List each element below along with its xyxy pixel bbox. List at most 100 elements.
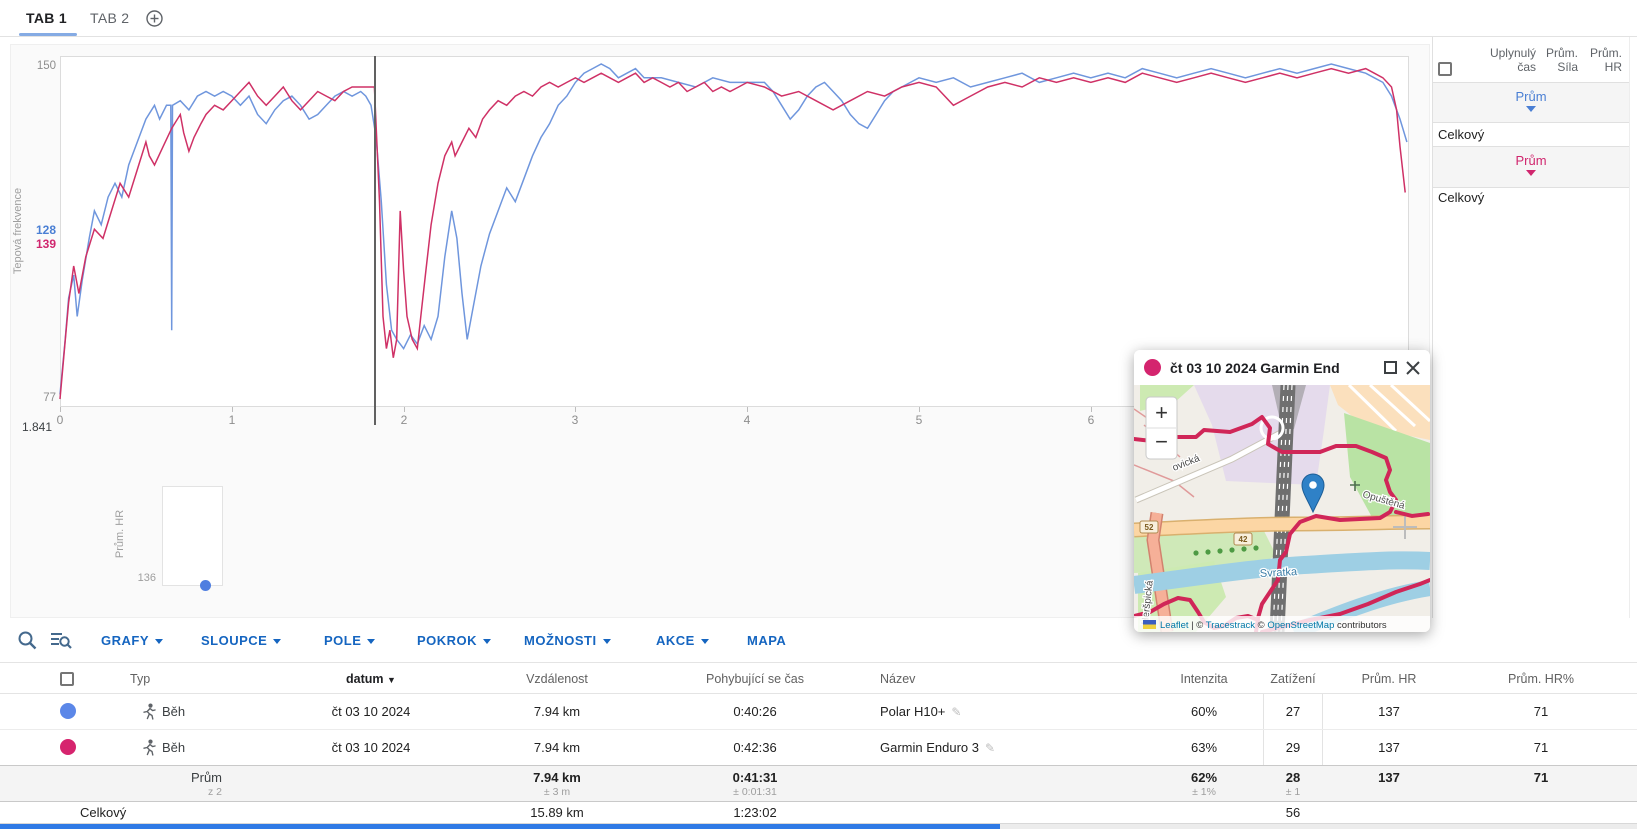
sidebar-row-avg-blue[interactable]: Prům	[1433, 83, 1629, 122]
x-tick-1: 1	[228, 413, 236, 427]
map-popup[interactable]: čt 03 10 2024 Garmin End	[1134, 350, 1430, 632]
road-shield-42: 42	[1233, 532, 1253, 546]
activity-color-dot	[1144, 359, 1161, 376]
cell-datum: čt 03 10 2024	[331, 740, 411, 755]
map-park-area	[1344, 413, 1430, 527]
total-label: Celkový	[80, 805, 127, 820]
chevron-down-icon[interactable]	[1526, 106, 1536, 112]
cell-prum-hr: 137	[1378, 740, 1400, 755]
sidebar-select-all-checkbox[interactable]	[1438, 62, 1452, 76]
search-list-icon	[51, 633, 72, 649]
table-row[interactable]: Běh čt 03 10 2024 7.94 km 0:40:26 Polar …	[0, 694, 1637, 729]
map-route-line	[1134, 415, 1398, 632]
cell-datum: čt 03 10 2024	[331, 704, 411, 719]
cell-vzdalenost: 7.94 km	[533, 740, 581, 755]
sidebar-total-label-blue: Celkový	[1438, 127, 1485, 142]
map-popup-title: čt 03 10 2024 Garmin End	[1170, 359, 1340, 376]
x-tickmark	[60, 407, 61, 412]
menu-akce[interactable]: AKCE	[656, 618, 709, 662]
sort-desc-icon: ▼	[387, 675, 396, 685]
menu-mapa[interactable]: MAPA	[747, 632, 787, 648]
x-tickmark	[575, 407, 576, 412]
x-tick-4: 4	[743, 413, 751, 427]
chart-cursor-line[interactable]	[374, 56, 376, 425]
horizontal-scrollbar-thumb[interactable]	[0, 824, 1000, 829]
sidebar-col-avg-power: Prům. Síla	[1545, 46, 1578, 74]
plus-circle-icon	[146, 10, 163, 27]
maximize-icon[interactable]	[1384, 361, 1397, 374]
edit-pencil-icon[interactable]: ✎	[985, 741, 996, 755]
col-intenzita[interactable]: Intenzita	[1180, 672, 1228, 686]
table-select-all-checkbox[interactable]	[60, 672, 74, 686]
svg-text:42: 42	[1239, 535, 1248, 544]
menu-moznosti[interactable]: MOŽNOSTI	[524, 618, 611, 662]
col-datum-sorted[interactable]: datum ▼	[346, 672, 396, 686]
tracestrack-link[interactable]: Tracestrack	[1206, 620, 1256, 631]
zoom-in-button[interactable]: +	[1155, 400, 1168, 425]
sidebar-col-avg-hr: Prům. HR	[1589, 46, 1622, 74]
river-label: Svratka	[1260, 566, 1299, 580]
x-tick-5: 5	[915, 413, 923, 427]
mini-scatter-min-value: 136	[137, 572, 156, 584]
col-prum-hr-pct[interactable]: Prům. HR%	[1508, 672, 1574, 686]
cell-typ: Běh	[162, 740, 186, 755]
x-tickmark	[919, 407, 920, 412]
church-cross-icon	[1350, 481, 1360, 491]
dropdown-arrow-icon	[155, 638, 163, 644]
cursor-x-value: 1.841	[22, 420, 53, 434]
col-typ[interactable]: Typ	[130, 672, 151, 686]
col-nazev[interactable]: Název	[880, 672, 916, 686]
menu-pokrok[interactable]: POKROK	[417, 618, 492, 662]
menu-grafy[interactable]: GRAFY	[101, 618, 163, 662]
cursor-value-blue: 128	[35, 223, 56, 237]
run-icon	[143, 703, 156, 720]
menu-sloupce[interactable]: SLOUPCE	[201, 618, 282, 662]
tab-1[interactable]: TAB 1	[26, 10, 67, 26]
leaflet-map[interactable]: 52 42 ovická Heršpická Opuštěná Svratka …	[1134, 383, 1430, 632]
map-marker-icon[interactable]	[1301, 473, 1325, 514]
close-icon[interactable]	[1406, 360, 1420, 375]
dropdown-arrow-icon	[367, 638, 376, 644]
cell-prum-hr-pct: 71	[1533, 740, 1549, 755]
svg-text:52: 52	[1145, 523, 1154, 532]
zoom-out-button[interactable]: −	[1155, 429, 1168, 454]
col-zatizeni[interactable]: Zatížení	[1270, 672, 1316, 686]
col-prum-hr[interactable]: Prům. HR	[1361, 672, 1417, 686]
col-cas[interactable]: Pohybující se čas	[706, 672, 804, 686]
edit-pencil-icon[interactable]: ✎	[951, 705, 962, 719]
map-popup-titlebar[interactable]: čt 03 10 2024 Garmin End	[1134, 350, 1430, 385]
table-row[interactable]: Běh čt 03 10 2024 7.94 km 0:42:36 Garmin…	[0, 730, 1637, 765]
map-zoom-control[interactable]: + −	[1145, 396, 1178, 460]
search-in-list-button[interactable]	[50, 631, 72, 654]
activity-color-dot[interactable]	[60, 739, 76, 755]
dropdown-arrow-icon	[700, 638, 709, 644]
x-tick-3: 3	[571, 413, 579, 427]
sidebar-total-label-pink: Celkový	[1438, 190, 1485, 205]
avg-label: Prům	[190, 770, 222, 785]
add-tab-button[interactable]	[146, 10, 163, 27]
x-tickmark	[747, 407, 748, 412]
sidebar-col-elapsed-time: Uplynulý čas	[1489, 46, 1536, 74]
cell-nazev[interactable]: Polar H10+ ✎	[880, 704, 962, 719]
cell-nazev[interactable]: Garmin Enduro 3 ✎	[880, 740, 996, 755]
tab-2[interactable]: TAB 2	[90, 10, 130, 26]
active-tab-underline	[19, 33, 77, 36]
menu-pole[interactable]: POLE	[324, 618, 376, 662]
sidebar-avg-label-blue[interactable]: Prům	[1515, 89, 1547, 104]
chevron-down-icon[interactable]	[1526, 170, 1536, 176]
search-button[interactable]	[16, 629, 38, 656]
mini-scatter-plot[interactable]	[162, 486, 223, 586]
sidebar-avg-label-pink[interactable]: Prům	[1515, 153, 1547, 168]
leaflet-link[interactable]: Leaflet	[1160, 620, 1189, 631]
activity-color-dot[interactable]	[60, 703, 76, 719]
mini-scatter-point[interactable]	[200, 580, 211, 591]
activity-table-header: Typ datum ▼ Vzdálenost Pohybující se čas…	[0, 662, 1637, 694]
osm-link[interactable]: OpenStreetMap	[1267, 620, 1334, 631]
map-river	[1134, 551, 1430, 594]
sidebar-row-avg-pink[interactable]: Prům	[1433, 147, 1629, 187]
tab-bar: TAB 1 TAB 2	[0, 0, 1637, 37]
table-average-row: Prům z 2 7.94 km ± 3 m 0:41:31 ± 0:01:31…	[0, 765, 1637, 802]
col-vzdalenost[interactable]: Vzdálenost	[526, 672, 588, 686]
x-tickmark	[404, 407, 405, 412]
cell-cas: 0:42:36	[733, 740, 777, 755]
